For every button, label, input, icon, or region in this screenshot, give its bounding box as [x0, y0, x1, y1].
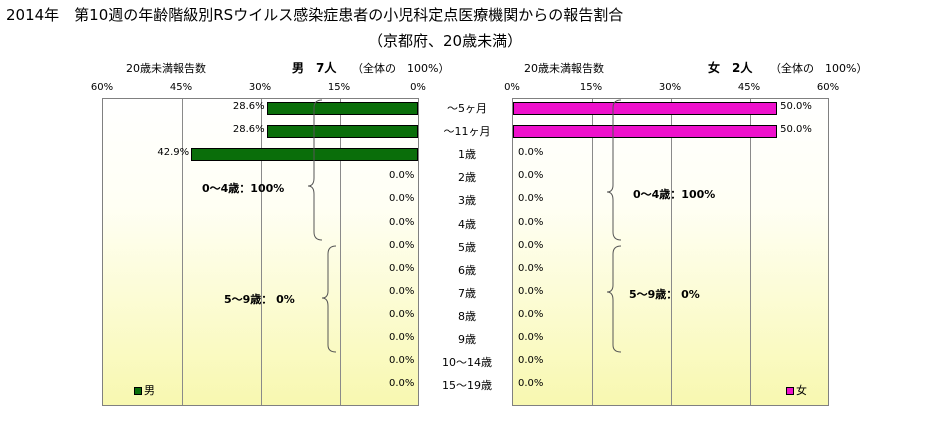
gridline: [340, 99, 341, 405]
right-tick: 45%: [737, 82, 761, 93]
male-value-label: 0.0%: [389, 355, 415, 367]
category-label: 1歳: [458, 148, 476, 162]
female-value-label: 0.0%: [518, 378, 544, 390]
male-bar: [191, 147, 418, 161]
right-legend: 女: [786, 382, 807, 398]
category-label: 6歳: [458, 263, 476, 277]
right-subtitle: 20歳未満報告数: [524, 62, 604, 75]
gridline: [592, 99, 593, 405]
left-tick: 60%: [90, 82, 114, 93]
category-label: 3歳: [458, 194, 476, 208]
female-value-label: 0.0%: [518, 285, 544, 297]
female-value-label: 0.0%: [518, 147, 544, 159]
left-header-label: 男 7人: [292, 61, 337, 75]
category-label: 9歳: [458, 333, 476, 346]
female-bar: [513, 124, 778, 138]
male-value-label: 28.6%: [232, 101, 265, 112]
category-label: 5歳: [458, 240, 476, 254]
right-group-label-0-4: 0～4歳：100%: [633, 188, 716, 201]
right-header-label: 女 2人: [708, 61, 753, 75]
gridline: [261, 99, 262, 405]
left-group-label-0-4: 0～4歳：100%: [202, 182, 285, 195]
male-value-label: 0.0%: [389, 332, 415, 343]
left-total: （全体の 100%）: [352, 62, 450, 75]
left-brace-5-9: [321, 245, 337, 353]
female-value-label: 50.0%: [780, 124, 812, 136]
right-plot-area: [512, 98, 829, 406]
male-value-label: 28.6%: [232, 124, 265, 136]
left-header: 男 7人: [292, 59, 336, 76]
male-value-label: 0.0%: [389, 193, 415, 205]
right-tick: 15%: [579, 82, 603, 93]
title-line-2: （京都府、20歳未満）: [368, 32, 523, 50]
female-value-label: 50.0%: [780, 101, 812, 112]
right-group-label-5-9: 5～9歳： 0%: [629, 288, 700, 301]
left-brace-0-4: [307, 99, 323, 241]
male-value-label: 42.9%: [157, 147, 190, 159]
right-brace-0-4: [606, 99, 622, 241]
female-value-label: 0.0%: [518, 332, 544, 343]
right-tick: 30%: [658, 82, 682, 93]
left-group-label-5-9: 5～9歳： 0%: [224, 293, 295, 306]
category-label: 7歳: [458, 286, 476, 300]
right-tick: 0%: [504, 82, 520, 93]
female-value-label: 0.0%: [518, 308, 544, 320]
male-bar: [266, 101, 418, 115]
gridline: [671, 99, 672, 405]
legend-label-male: 男: [144, 384, 155, 397]
male-value-label: 0.0%: [389, 262, 415, 274]
right-header: 女 2人: [708, 59, 752, 76]
category-label: 15～19歳: [442, 379, 492, 393]
female-value-label: 0.0%: [518, 170, 544, 182]
female-bar: [513, 101, 778, 115]
female-value-label: 0.0%: [518, 262, 544, 274]
male-value-label: 0.0%: [389, 378, 415, 390]
female-value-label: 0.0%: [518, 355, 544, 367]
left-tick: 15%: [327, 82, 351, 93]
left-tick: 30%: [248, 82, 272, 93]
legend-label-female: 女: [796, 384, 807, 397]
right-total: （全体の 100%）: [770, 62, 868, 75]
left-subtitle: 20歳未満報告数: [126, 62, 206, 75]
category-label: ～11ヶ月: [443, 125, 491, 139]
left-tick: 0%: [410, 82, 426, 93]
left-legend: 男: [134, 382, 155, 398]
right-tick: 60%: [816, 82, 840, 93]
male-value-label: 0.0%: [389, 285, 415, 297]
male-value-label: 0.0%: [389, 308, 415, 320]
female-value-label: 0.0%: [518, 193, 544, 205]
category-label: 2歳: [458, 171, 476, 185]
left-tick: 45%: [169, 82, 193, 93]
legend-swatch-male: [134, 387, 142, 395]
category-label: 4歳: [458, 217, 476, 231]
female-value-label: 0.0%: [518, 216, 544, 228]
category-label: ～5ヶ月: [447, 102, 487, 115]
male-value-label: 0.0%: [389, 216, 415, 228]
gridline: [750, 99, 751, 405]
male-value-label: 0.0%: [389, 239, 415, 251]
female-value-label: 0.0%: [518, 239, 544, 251]
male-bar: [266, 124, 418, 138]
category-label: 8歳: [458, 309, 476, 323]
gridline: [182, 99, 183, 405]
title-line-1: 2014年 第10週の年齢階級別RSウイルス感染症患者の小児科定点医療機関からの…: [6, 6, 624, 24]
category-label: 10～14歳: [442, 356, 492, 370]
right-brace-5-9: [606, 245, 622, 353]
legend-swatch-female: [786, 387, 794, 395]
male-value-label: 0.0%: [389, 170, 415, 182]
